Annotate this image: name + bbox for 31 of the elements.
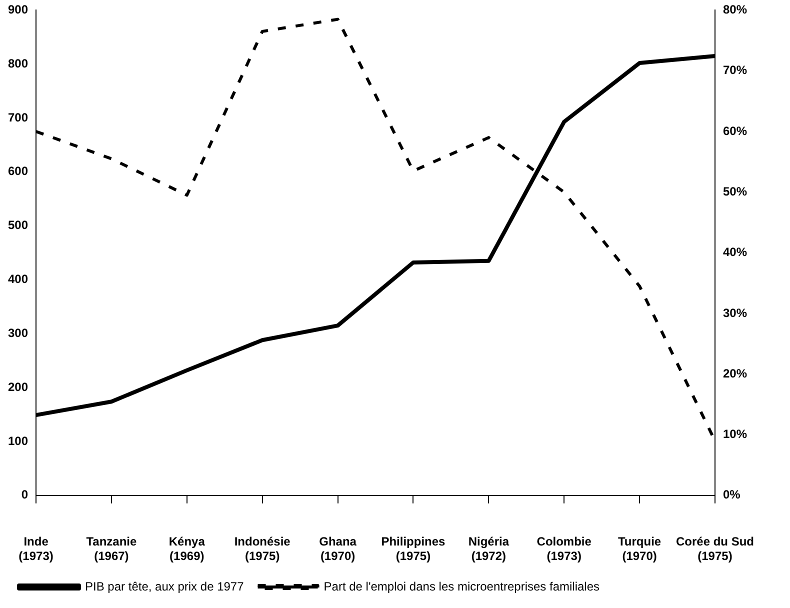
y-tick-label: 900 [8,2,28,17]
x-tick-label: Nigéria (1972) [468,534,510,564]
x-tick-label: Philippines (1975) [381,534,446,564]
y2-tick-label: 0% [722,488,741,502]
y-tick-label: 0 [21,488,28,502]
y2-tick-label: 70% [722,63,748,78]
y2-tick-label: 50% [722,184,748,198]
x-tick-label: Colombie (1973) [536,534,592,564]
y-tick-label: 600 [8,164,28,178]
y2-tick-label: 10% [722,427,748,442]
x-tick-label: Inde (1973) [18,534,54,564]
y2-tick-label: 30% [722,306,748,320]
x-tick-label: Tanzanie (1967) [86,534,138,564]
y2-tick-label: 20% [722,366,748,380]
y-tick-label: 700 [8,110,28,124]
legend-label: PIB par tête, aux prix de 1977 [85,579,244,594]
legend-label: Part de l'emploi dans les microentreprises familiales [324,579,600,594]
y2-tick-label: 80% [722,2,748,17]
y-tick-label: 400 [8,272,28,286]
y-tick-label: 100 [8,434,28,448]
y-tick-label: 500 [8,218,28,232]
y-tick-label: 300 [8,326,28,340]
y-tick-label: 800 [8,56,28,70]
y2-tick-label: 60% [722,124,748,138]
x-tick-label: Kénya (1969) [168,534,206,564]
x-tick-label: Turquie (1970) [618,534,662,564]
x-tick-label: Corée du Sud (1975) [676,534,754,564]
y-tick-label: 200 [8,380,28,394]
y2-tick-label: 40% [722,245,748,260]
x-tick-label: Ghana (1970) [319,534,357,564]
x-tick-label: Indonésie (1975) [234,534,291,564]
